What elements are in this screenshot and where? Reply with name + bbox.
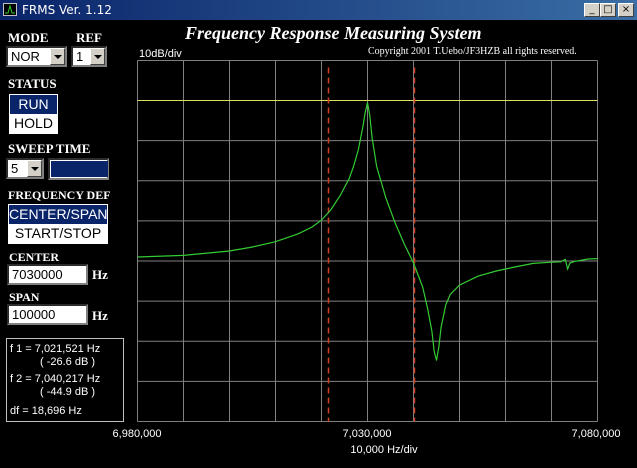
span-input[interactable]: 100000 <box>7 304 88 325</box>
app-heading: Frequency Response Measuring System <box>185 23 482 43</box>
frequency-response-plot[interactable] <box>137 60 598 422</box>
chevron-down-icon[interactable] <box>90 48 105 65</box>
minimize-button[interactable]: _ <box>584 3 600 17</box>
marker-f2-db: ( -44.9 dB ) <box>40 386 96 398</box>
frequency-def-group: CENTER/SPAN START/STOP <box>8 204 108 244</box>
close-button[interactable]: × <box>618 3 634 17</box>
status-group: RUN HOLD <box>9 94 58 134</box>
window-title: FRMS Ver. 1.12 <box>22 3 112 17</box>
ref-select[interactable]: 1 <box>71 46 107 67</box>
start-stop-option[interactable]: START/STOP <box>9 224 107 243</box>
scale-label: 10dB/div <box>139 48 182 60</box>
chevron-down-icon[interactable] <box>50 48 65 65</box>
span-unit: Hz <box>92 308 108 323</box>
maximize-button[interactable]: □ <box>600 3 616 17</box>
mode-label: MODE <box>8 30 49 45</box>
status-run-option[interactable]: RUN <box>10 95 57 114</box>
mode-select[interactable]: NOR <box>6 46 67 67</box>
frequency-def-label: FREQUENCY DEF <box>8 188 111 202</box>
response-trace <box>137 102 598 361</box>
center-span-option[interactable]: CENTER/SPAN <box>9 205 108 224</box>
sweep-time-label: SWEEP TIME <box>8 141 91 156</box>
sweep-time-value: 5 <box>11 161 19 176</box>
span-label: SPAN <box>9 290 40 304</box>
app-icon[interactable] <box>3 3 17 16</box>
x-tick-label: 7,080,000 <box>571 428 621 440</box>
ref-label: REF <box>76 30 102 45</box>
marker-f1-readout: f 1 = 7,021,521 Hz <box>10 343 101 355</box>
status-hold-option[interactable]: HOLD <box>10 114 57 133</box>
mode-value: NOR <box>11 49 40 64</box>
center-label: CENTER <box>9 250 60 264</box>
marker-info-panel: f 1 = 7,021,521 Hz ( -26.6 dB ) f 2 = 7,… <box>6 338 124 422</box>
marker-f2-readout: f 2 = 7,040,217 Hz <box>10 373 101 385</box>
marker-f1-db: ( -26.6 dB ) <box>40 356 96 368</box>
chevron-down-icon[interactable] <box>27 160 42 177</box>
x-tick-label: 7,030,000 <box>342 428 392 440</box>
ref-value: 1 <box>76 49 84 64</box>
sweep-progress-fill <box>51 161 108 177</box>
sweep-time-select[interactable]: 5 <box>6 158 44 179</box>
center-frequency-input[interactable]: 7030000 <box>7 264 88 285</box>
x-tick-label: 6,980,000 <box>112 428 162 440</box>
waveform-icon <box>5 4 15 14</box>
status-label: STATUS <box>8 76 57 91</box>
x-axis-label: 10,000 Hz/div <box>350 444 418 456</box>
marker-df-readout: df = 18,696 Hz <box>10 405 82 417</box>
sweep-progress-bar <box>48 158 109 180</box>
center-unit: Hz <box>92 267 108 282</box>
copyright-text: Copyright 2001 T.Uebo/JF3HZB all rights … <box>368 46 577 57</box>
title-bar[interactable]: FRMS Ver. 1.12 _ □ × <box>0 0 637 20</box>
